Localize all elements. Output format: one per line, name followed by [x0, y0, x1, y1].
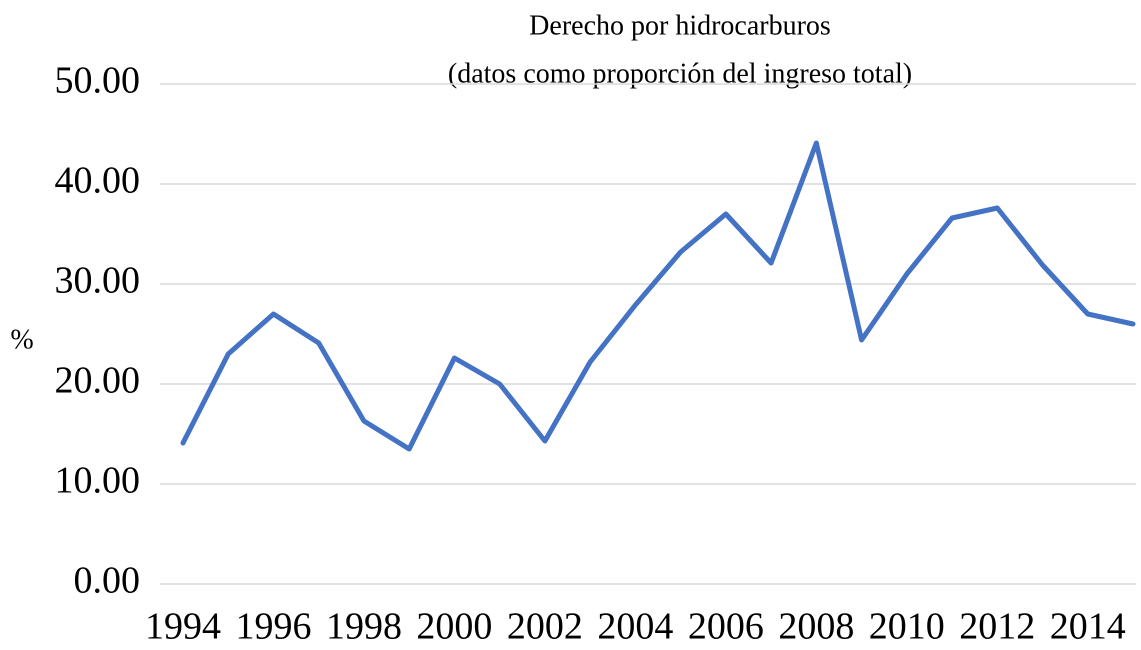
x-tick-label: 1994 [145, 606, 221, 648]
y-tick-label: 0.00 [74, 560, 141, 602]
x-tick-label: 2002 [507, 606, 583, 648]
x-tick-label: 2014 [1050, 606, 1126, 648]
x-tick-label: 2006 [688, 606, 764, 648]
y-tick-label: 30.00 [55, 260, 141, 302]
x-tick-label: 2010 [869, 606, 945, 648]
y-tick-label: 40.00 [55, 160, 141, 202]
data-line [180, 140, 1136, 452]
x-tick-label: 1998 [326, 606, 402, 648]
y-tick-label: 50.00 [55, 60, 141, 102]
x-tick-label: 2008 [778, 606, 854, 648]
x-tick-label: 2004 [597, 606, 673, 648]
y-tick-label: 10.00 [55, 460, 141, 502]
x-tick-label: 1996 [235, 606, 311, 648]
y-tick-label: 20.00 [55, 360, 141, 402]
chart-title: Derecho por hidrocarburos [529, 10, 831, 41]
chart-subtitle: (datos como proporción del ingreso total… [448, 58, 912, 89]
x-tick-label: 2000 [416, 606, 492, 648]
x-tick-label: 2012 [959, 606, 1035, 648]
y-axis-label: % [10, 324, 33, 355]
